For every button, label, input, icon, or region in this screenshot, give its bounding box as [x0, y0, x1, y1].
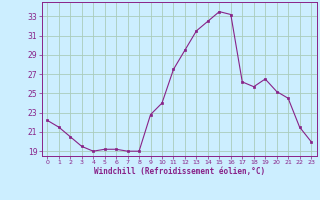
X-axis label: Windchill (Refroidissement éolien,°C): Windchill (Refroidissement éolien,°C) [94, 167, 265, 176]
